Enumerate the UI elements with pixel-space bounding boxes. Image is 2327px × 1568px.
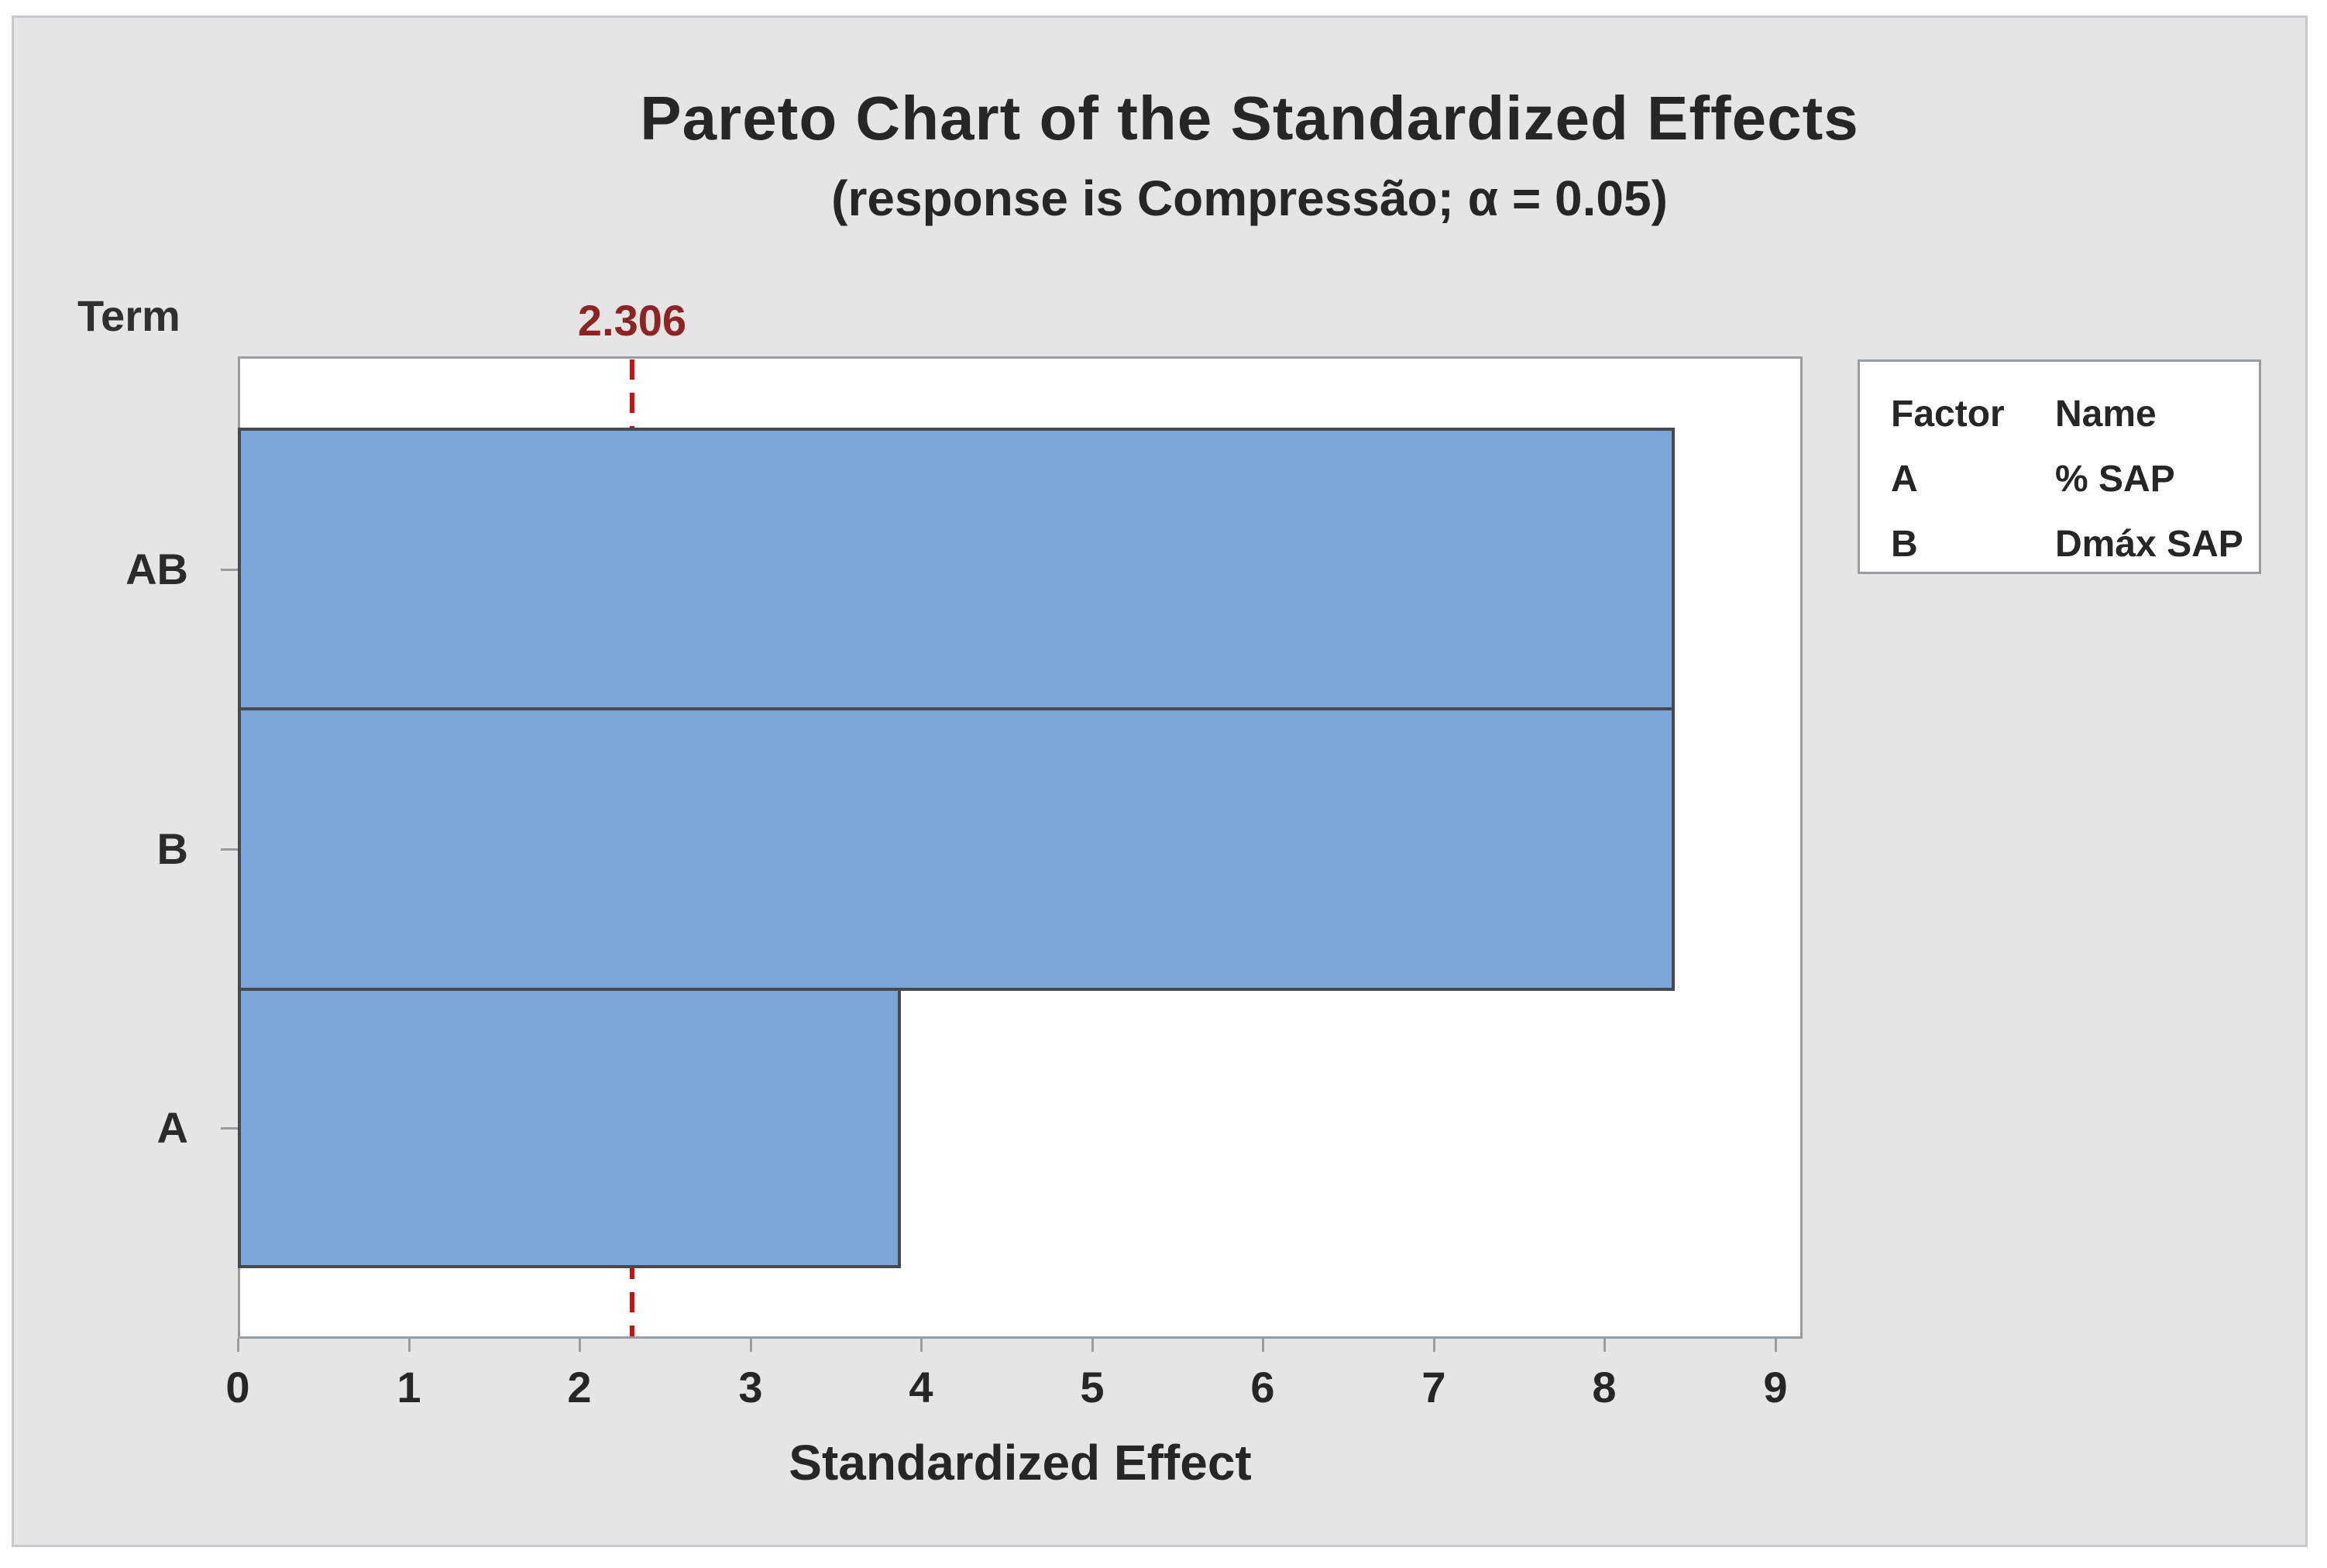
bar-AB[interactable] <box>238 428 1675 710</box>
x-tick-label-9: 9 <box>1763 1363 1788 1412</box>
x-tick-1 <box>408 1339 411 1352</box>
legend-box[interactable]: Factor Name A % SAP B Dmáx SAP <box>1858 359 2261 574</box>
x-tick-9 <box>1775 1339 1777 1352</box>
chart-subtitle: (response is Compressão; α = 0.05) <box>831 170 1668 226</box>
x-tick-5 <box>1091 1339 1094 1352</box>
legend-name-cell: % SAP <box>2055 459 2175 500</box>
legend-factor-cell: B <box>1891 524 1918 565</box>
chart-title: Pareto Chart of the Standardized Effects <box>640 84 1859 153</box>
legend-header-name: Name <box>2055 394 2157 435</box>
x-tick-7 <box>1433 1339 1435 1352</box>
x-tick-8 <box>1603 1339 1606 1352</box>
legend-header-row: Factor Name <box>1891 382 2259 447</box>
x-axis-title: Standardized Effect <box>789 1435 1252 1491</box>
bar-A[interactable] <box>238 988 901 1268</box>
x-tick-label-7: 7 <box>1421 1363 1446 1412</box>
y-tick-A <box>221 1127 238 1130</box>
legend-name-cell: Dmáx SAP <box>2055 524 2243 565</box>
x-tick-label-3: 3 <box>738 1363 763 1412</box>
x-tick-label-8: 8 <box>1592 1363 1617 1412</box>
y-axis-label-B: B <box>156 824 188 873</box>
x-tick-label-4: 4 <box>909 1363 933 1412</box>
y-axis-label-AB: AB <box>125 545 188 593</box>
y-axis-title-term: Term <box>77 291 180 340</box>
legend-row-A: A % SAP <box>1891 447 2259 512</box>
y-axis-label-A: A <box>156 1103 188 1152</box>
x-tick-label-1: 1 <box>397 1363 421 1412</box>
x-tick-label-5: 5 <box>1080 1363 1105 1412</box>
x-tick-0 <box>237 1339 239 1352</box>
x-tick-label-0: 0 <box>225 1363 250 1412</box>
y-tick-AB <box>221 569 238 571</box>
x-tick-6 <box>1262 1339 1264 1352</box>
legend-row-B: B Dmáx SAP <box>1891 512 2259 577</box>
x-tick-4 <box>920 1339 923 1352</box>
x-tick-label-6: 6 <box>1250 1363 1275 1412</box>
x-tick-2 <box>579 1339 581 1352</box>
reference-line-value-label: 2.306 <box>577 296 687 345</box>
graph-canvas: Pareto Chart of the Standardized Effects… <box>12 15 2308 1547</box>
x-tick-3 <box>750 1339 752 1352</box>
y-tick-B <box>221 848 238 851</box>
legend-factor-cell: A <box>1891 459 1918 500</box>
x-tick-label-2: 2 <box>567 1363 592 1412</box>
legend-header-factor: Factor <box>1891 394 2005 435</box>
bar-B[interactable] <box>238 707 1675 991</box>
